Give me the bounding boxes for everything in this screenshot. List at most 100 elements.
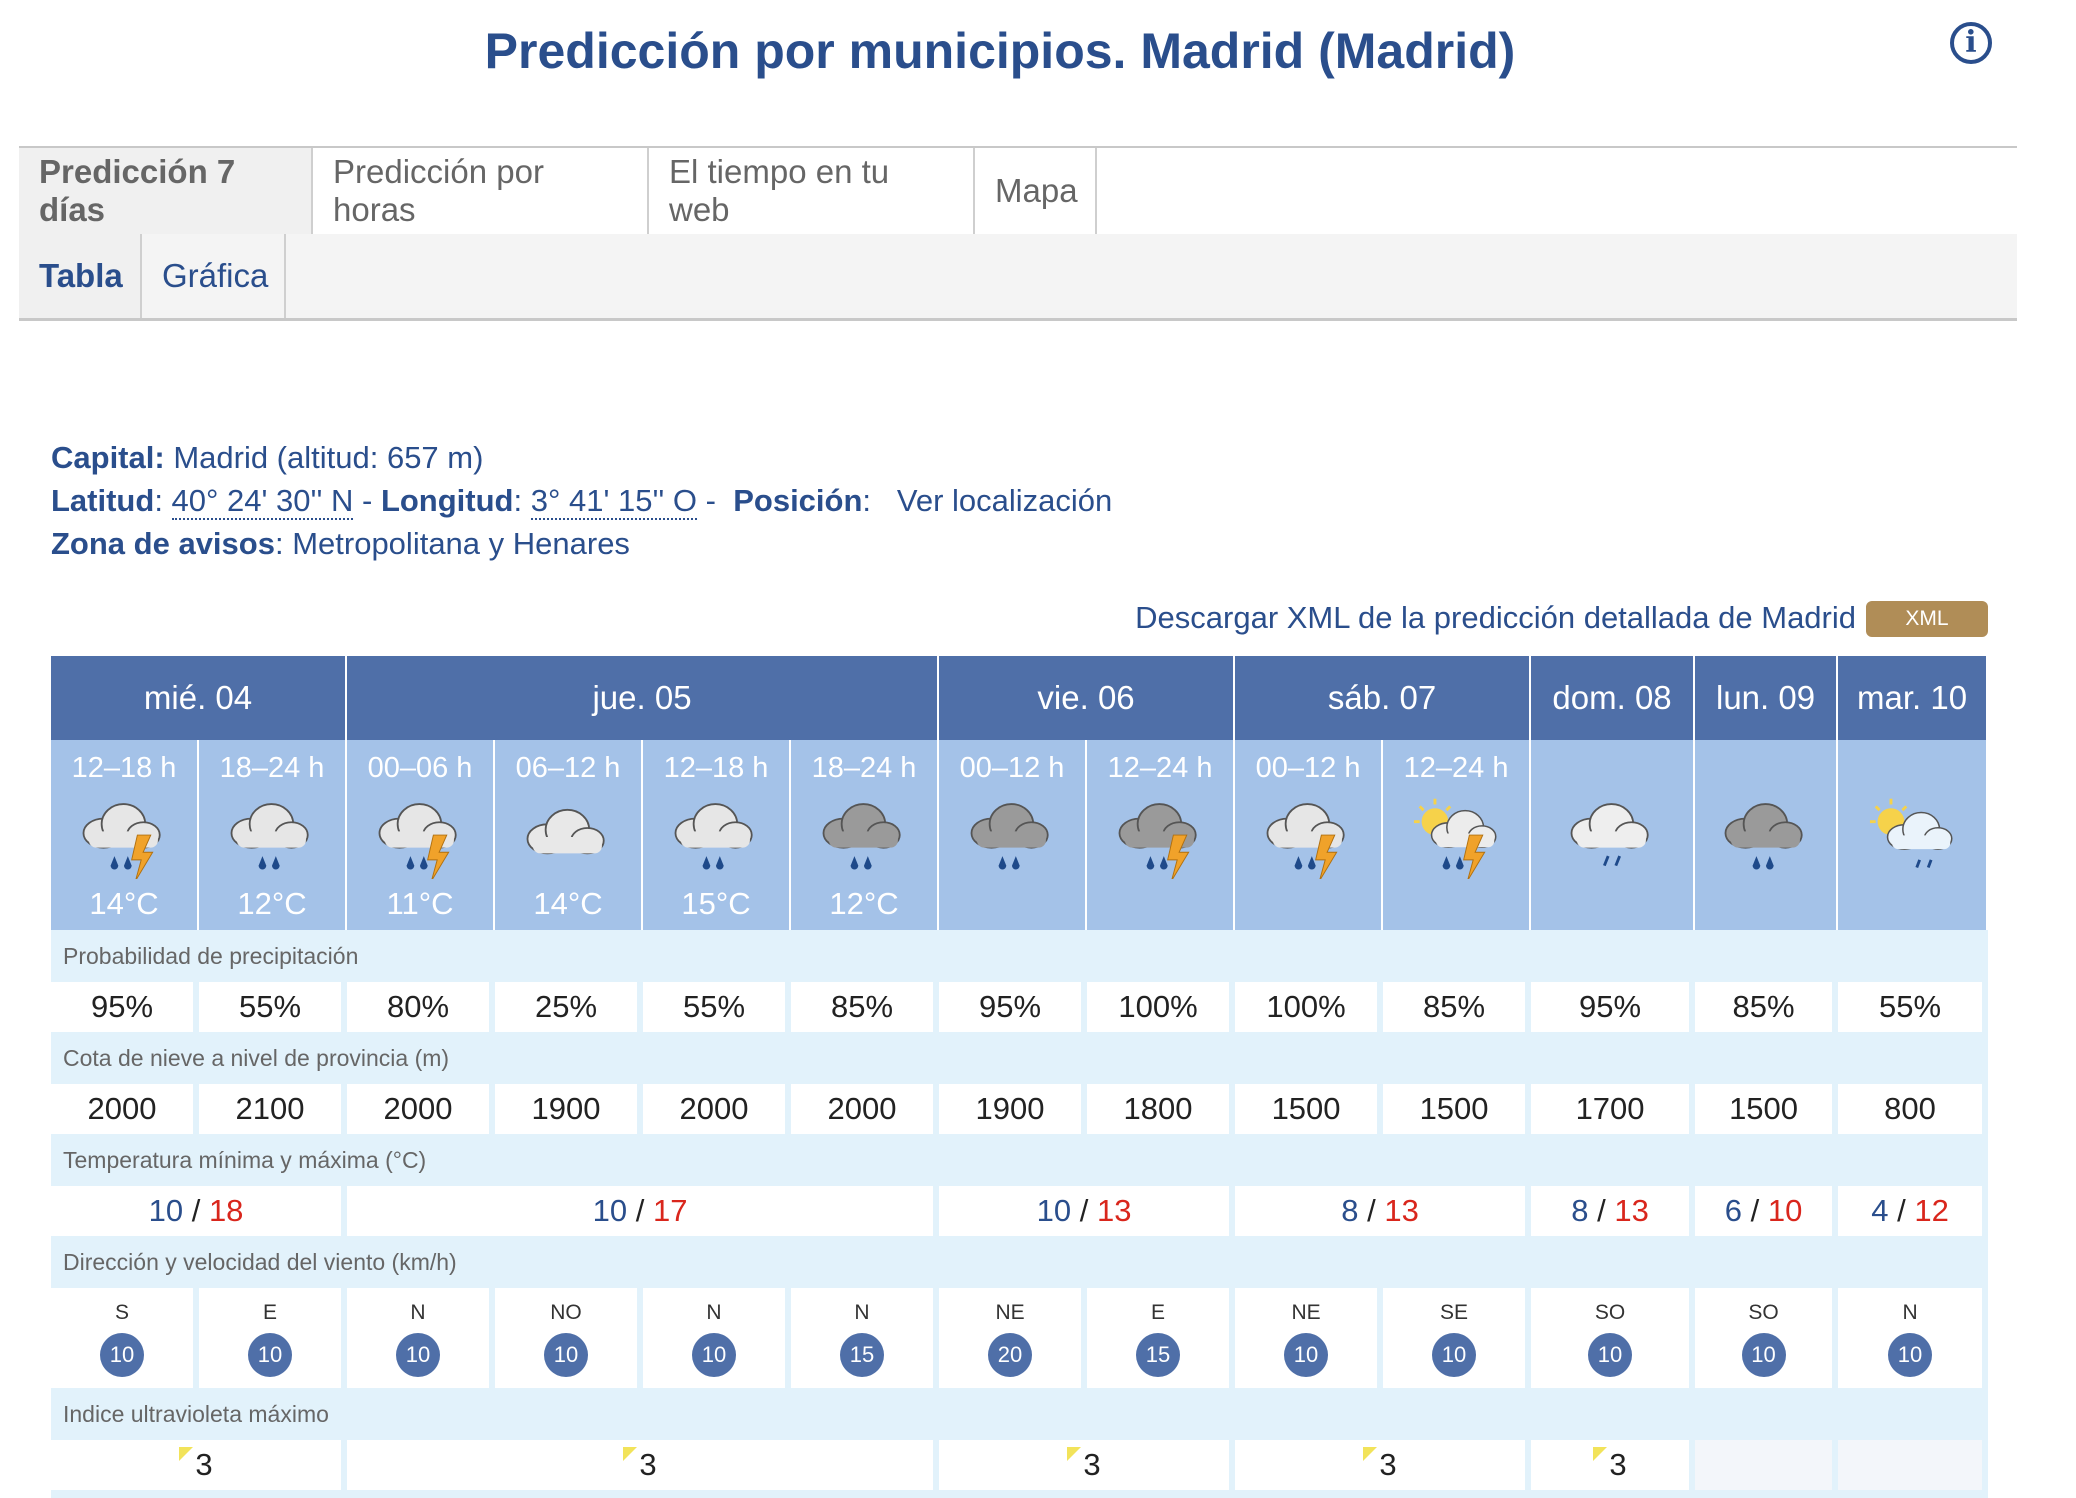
storm-rain-icon — [82, 803, 161, 879]
temp-min: 10 — [592, 1193, 628, 1228]
wind-speed-badge: 10 — [544, 1333, 588, 1377]
tab-tabla[interactable]: Tabla — [19, 234, 142, 318]
uv-value: 3 — [1609, 1447, 1627, 1482]
forecast-table: mié. 04 jue. 05 vie. 06 sáb. 07 dom. 08 lun. … — [51, 656, 1989, 1498]
wind-cell: NO 10 — [495, 1288, 643, 1388]
snow-level-value: 1500 — [1383, 1084, 1532, 1134]
uv-cell: 3 — [1531, 1440, 1696, 1490]
section-label-row: Cota de nieve a nivel de provincia (m) — [51, 1032, 1989, 1084]
wind-cell: N 15 — [791, 1288, 940, 1388]
uv-cell: 3 — [51, 1440, 347, 1490]
precip-value: 95% — [51, 982, 199, 1032]
period-temp: 14°C — [89, 886, 159, 921]
table-footer-band — [51, 1490, 1989, 1498]
period-temp: 14°C — [533, 886, 603, 921]
temp-max: 13 — [1614, 1193, 1649, 1228]
wind-label: Dirección y velocidad del viento (km/h) — [51, 1236, 1989, 1288]
uv-level-icon — [1593, 1447, 1608, 1461]
footer-band-cell — [51, 1490, 1989, 1498]
snow-level-value: 2000 — [347, 1084, 495, 1134]
lon-label: Longitud — [380, 483, 514, 518]
temp-max: 13 — [1096, 1193, 1132, 1228]
temp-minmax-cell: 10 / 13 — [939, 1186, 1236, 1236]
rain-cloud-icon — [674, 803, 753, 870]
uv-level-icon — [1363, 1447, 1378, 1461]
section-label-row: Indice ultravioleta máximo — [51, 1388, 1989, 1440]
wind-cell: SO 10 — [1531, 1288, 1696, 1388]
snow-level-value: 1500 — [1695, 1084, 1839, 1134]
temp-separator: / — [1079, 1193, 1089, 1228]
snow-level-value: 2100 — [199, 1084, 347, 1134]
wind-speed-badge: 10 — [692, 1333, 736, 1377]
uv-label: Indice ultravioleta máximo — [51, 1388, 1989, 1440]
sun-drizzle-icon — [1870, 798, 1953, 869]
uv-cell: 3 — [347, 1440, 940, 1490]
wind-direction: NO — [550, 1301, 582, 1324]
lat-label: Latitud — [51, 483, 155, 518]
snow-level-value: 1900 — [939, 1084, 1088, 1134]
download-xml-link[interactable]: Descargar XML de la predicción detallada… — [1135, 600, 1856, 635]
wind-row: S 10 E 10 N 10 NO 10 N 10 N 15 NE 20 E 15 NE 10 SE 10 SO 10 SO… — [51, 1288, 1989, 1388]
temp-separator: / — [1367, 1193, 1376, 1228]
storm-rain-icon — [378, 803, 457, 879]
wind-direction: N — [854, 1301, 870, 1324]
period-label: 18–24 h — [811, 752, 917, 784]
wind-speed-badge: 20 — [988, 1333, 1033, 1377]
wind-cell: SE 10 — [1383, 1288, 1532, 1388]
dark-rain-cloud-icon — [970, 803, 1049, 870]
info-icon[interactable]: i — [1950, 22, 1992, 64]
temp-minmax-cell: 8 / 13 — [1235, 1186, 1532, 1236]
period-temp: 12°C — [829, 886, 899, 921]
period-label — [1695, 752, 1836, 785]
zona-value: Metropolitana y Henares — [292, 526, 630, 561]
uv-value: 3 — [1379, 1447, 1397, 1482]
main-tabs: Predicción 7 días Predicción por horas E… — [19, 146, 2017, 237]
section-label-row: Probabilidad de precipitación — [51, 930, 1989, 982]
period-cell — [1531, 740, 1696, 930]
xml-button[interactable]: XML — [1866, 601, 1988, 637]
temp-separator: / — [635, 1193, 645, 1228]
period-label: 00–06 h — [367, 752, 473, 784]
uv-cell — [1838, 1440, 1989, 1490]
temp-min: 4 — [1871, 1193, 1889, 1228]
period-label — [1531, 752, 1693, 785]
period-cell — [1838, 740, 1989, 930]
period-cell: 12–18 h 15°C — [643, 740, 791, 930]
zona-label: Zona de avisos — [51, 526, 275, 561]
snow-level-row: 2000 2100 2000 1900 2000 2000 1900 1800 1500 1500… — [51, 1084, 1989, 1134]
dark-storm-cloud-icon — [1118, 803, 1197, 879]
tab-mapa[interactable]: Mapa — [975, 148, 1097, 234]
ver-localizacion-link[interactable]: Ver localización — [896, 483, 1113, 518]
period-label: 18–24 h — [219, 752, 325, 784]
wind-cell: NE 10 — [1235, 1288, 1384, 1388]
uv-cell — [1695, 1440, 1839, 1490]
wind-speed-badge: 10 — [1888, 1333, 1933, 1377]
pos-label: Posición — [733, 483, 863, 518]
wind-direction: N — [1902, 1301, 1918, 1324]
precip-value: 80% — [347, 982, 495, 1032]
wind-speed-badge: 15 — [840, 1333, 885, 1377]
period-label: 12–18 h — [71, 752, 177, 784]
snow-level-value: 2000 — [791, 1084, 940, 1134]
precip-value: 100% — [1235, 982, 1384, 1032]
period-label: 00–12 h — [1255, 752, 1361, 784]
wind-direction: S — [114, 1301, 129, 1324]
tab-grafica[interactable]: Gráfica — [142, 234, 286, 318]
tab-el-tiempo-en-tu-web[interactable]: El tiempo en tu web — [649, 148, 975, 234]
tab-prediccion-7-dias[interactable]: Predicción 7 días — [19, 148, 313, 234]
snow-level-value: 1800 — [1087, 1084, 1236, 1134]
precip-value: 95% — [1531, 982, 1696, 1032]
day-header-row: mié. 04 jue. 05 vie. 06 sáb. 07 dom. 08 lun. … — [51, 656, 1989, 740]
period-cell: 00–12 h — [1235, 740, 1384, 930]
precip-value: 85% — [1695, 982, 1839, 1032]
temp-max: 18 — [208, 1193, 244, 1228]
uv-level-icon — [623, 1447, 638, 1461]
tab-prediccion-por-horas[interactable]: Predicción por horas — [313, 148, 649, 234]
temp-minmax-cell: 10 / 18 — [51, 1186, 347, 1236]
wind-direction: SO — [1594, 1301, 1626, 1324]
capital-label: Capital: — [51, 440, 165, 475]
period-cell: 06–12 h 14°C — [495, 740, 643, 930]
day-header: lun. 09 — [1695, 656, 1839, 740]
precip-value: 55% — [199, 982, 347, 1032]
precip-value: 55% — [643, 982, 791, 1032]
